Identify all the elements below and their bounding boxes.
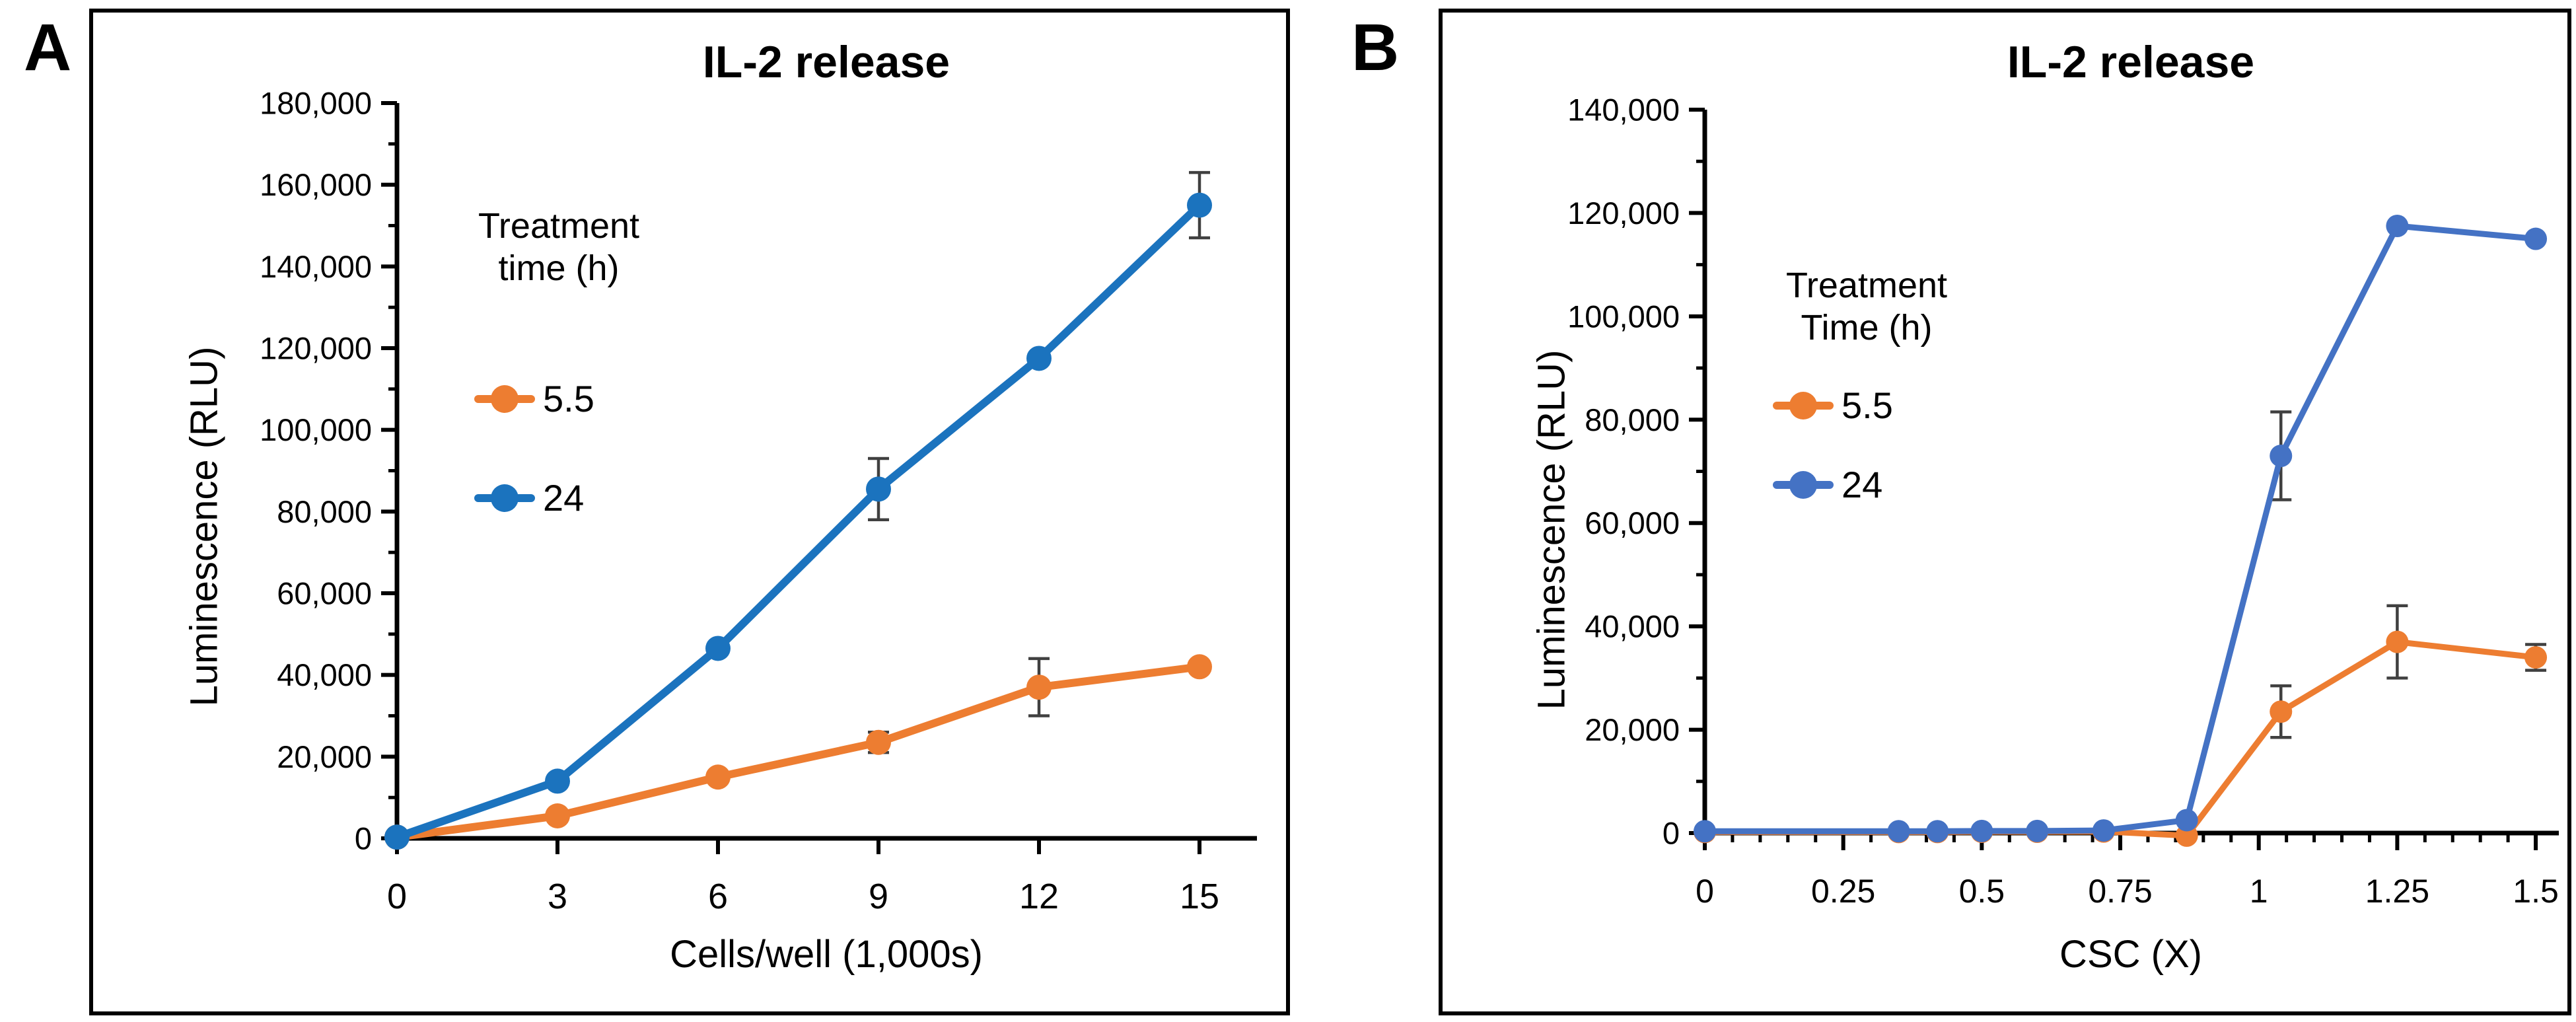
chart-canvas-b: 0 20,000 40,000 60,000 80,000 100,000 120,000 1… — [1567, 92, 2559, 910]
svg-text:80,000: 80,000 — [277, 494, 372, 529]
legend-marker-orange — [474, 385, 535, 414]
svg-text:0.75: 0.75 — [2088, 873, 2152, 910]
svg-text:15: 15 — [1180, 877, 1219, 916]
svg-text:0: 0 — [1696, 873, 1714, 910]
svg-text:0: 0 — [1663, 816, 1680, 851]
chart-title: IL-2 release — [702, 37, 950, 87]
legend: Treatment time (h) 5.5 24 — [433, 205, 684, 519]
legend-title: Treatment Time (h) — [1741, 265, 1992, 349]
legend-title-line-1: Treatment — [1785, 266, 1948, 305]
legend-entry-5-5: 5.5 — [474, 379, 684, 420]
svg-text:6: 6 — [708, 877, 728, 916]
svg-text:20,000: 20,000 — [277, 739, 372, 774]
svg-text:100,000: 100,000 — [260, 412, 372, 447]
legend-marker-blue — [474, 484, 535, 512]
legend-title-line-2: time (h) — [498, 248, 620, 288]
legend-entry-24: 24 — [1773, 464, 1992, 505]
svg-text:40,000: 40,000 — [277, 657, 372, 692]
svg-text:40,000: 40,000 — [1585, 609, 1680, 644]
legend-entry-24: 24 — [474, 478, 684, 519]
svg-text:60,000: 60,000 — [277, 576, 372, 611]
legend-dot-blue-icon — [491, 484, 519, 512]
legend-title-line-1: Treatment — [478, 206, 640, 246]
chart-canvas-a: 0 20,000 40,000 60,000 80,000 100,000 120,000 1… — [260, 86, 1257, 916]
legend-dot-blue-icon — [1789, 470, 1817, 499]
svg-text:140,000: 140,000 — [260, 249, 372, 284]
legend-dot-orange-icon — [491, 385, 519, 414]
legend-label: 24 — [543, 477, 585, 519]
svg-text:0: 0 — [355, 821, 372, 856]
figure-panel-b: 0 20,000 40,000 60,000 80,000 100,000 120,000 1… — [1439, 9, 2571, 1015]
svg-text:60,000: 60,000 — [1585, 505, 1680, 540]
y-axis-title: Luminescence (RLU) — [1530, 349, 1573, 710]
svg-text:0.5: 0.5 — [1959, 873, 2005, 910]
svg-text:1.5: 1.5 — [2513, 873, 2559, 910]
svg-text:1: 1 — [2250, 873, 2268, 910]
svg-text:3: 3 — [548, 877, 567, 916]
legend-label: 5.5 — [1842, 384, 1893, 427]
svg-text:1.25: 1.25 — [2365, 873, 2429, 910]
legend-entry-5-5: 5.5 — [1773, 385, 1992, 426]
legend-label: 24 — [1842, 464, 1883, 506]
legend: Treatment Time (h) 5.5 24 — [1741, 265, 1992, 505]
chart-title: IL-2 release — [2007, 37, 2255, 87]
svg-text:20,000: 20,000 — [1585, 712, 1680, 747]
x-axis-title: CSC (X) — [2059, 933, 2202, 976]
svg-text:0.25: 0.25 — [1811, 873, 1875, 910]
svg-text:160,000: 160,000 — [260, 167, 372, 202]
figure-panel-a: 0 20,000 40,000 60,000 80,000 100,000 120,000 1… — [89, 9, 1290, 1015]
svg-text:120,000: 120,000 — [1567, 196, 1680, 231]
legend-marker-orange — [1773, 392, 1834, 420]
panel-label-a: A — [24, 11, 72, 85]
legend-title: Treatment time (h) — [433, 205, 684, 289]
legend-label: 5.5 — [543, 378, 594, 420]
svg-text:80,000: 80,000 — [1585, 402, 1680, 437]
svg-text:0: 0 — [387, 877, 407, 916]
legend-title-line-2: Time (h) — [1801, 307, 1933, 347]
legend-marker-blue — [1773, 470, 1834, 499]
svg-text:120,000: 120,000 — [260, 331, 372, 366]
y-axis-title: Luminescence (RLU) — [182, 346, 226, 707]
svg-text:180,000: 180,000 — [260, 86, 372, 121]
panel-label-b: B — [1351, 11, 1400, 85]
x-axis-title: Cells/well (1,000s) — [670, 933, 983, 976]
svg-text:9: 9 — [869, 877, 888, 916]
svg-text:100,000: 100,000 — [1567, 299, 1680, 334]
legend-dot-orange-icon — [1789, 392, 1817, 420]
svg-text:12: 12 — [1019, 877, 1059, 916]
svg-text:140,000: 140,000 — [1567, 92, 1680, 128]
